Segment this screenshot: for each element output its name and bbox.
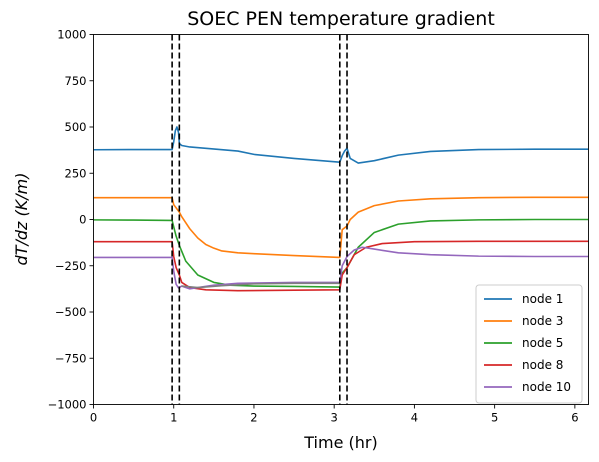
series-line-node-10 [93,246,589,290]
x-axis-title: Time (hr) [303,433,377,452]
y-tick-label: −750 [55,351,87,365]
y-tick-label: −500 [55,305,87,319]
x-tick-label: 2 [250,411,257,425]
series-line-node-5 [93,218,589,288]
series-line-node-8 [93,240,589,292]
x-tick-label: 5 [491,411,498,425]
legend-label-node-3: node 3 [522,314,563,328]
legend: node 1 node 3 node 5 node 8 node 10 [475,284,583,404]
legend-label-node-1: node 1 [522,292,563,306]
series-line-node-3 [93,196,589,259]
x-tick-label: 6 [571,411,578,425]
y-tick-label: 1000 [57,28,86,42]
y-tick-label: 0 [79,213,86,227]
y-axis-title: dT/dz (K/m) [12,173,31,266]
y-tick-label: −1000 [48,398,87,412]
y-tick-label: 250 [65,166,87,180]
plot-area: 0 1 2 3 4 5 6 −1000 −750 −500 −250 0 250 500 750 1000 [48,28,589,425]
legend-label-node-8: node 8 [522,358,563,372]
y-tick-label: 500 [65,120,87,134]
series-line-unlabeled-5 [181,282,340,289]
y-tick-label: 750 [65,74,87,88]
x-tick-label: 4 [411,411,418,425]
x-tick-label: 1 [170,411,177,425]
legend-label-node-10: node 10 [522,380,571,394]
chart-title: SOEC PEN temperature gradient [187,8,495,30]
legend-label-node-5: node 5 [522,336,563,350]
x-tick-label: 0 [90,411,97,425]
legend-box [475,284,583,404]
series-line-node-1 [93,126,589,164]
y-tick-label: −250 [55,259,87,273]
x-tick-label: 3 [331,411,338,425]
